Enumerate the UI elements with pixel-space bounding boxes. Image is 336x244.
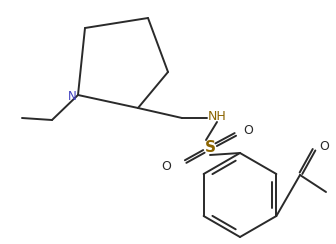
Text: O: O xyxy=(161,161,171,173)
Text: NH: NH xyxy=(208,111,227,123)
Text: O: O xyxy=(243,123,253,136)
Text: O: O xyxy=(319,140,329,152)
Text: N: N xyxy=(68,90,76,102)
Text: S: S xyxy=(205,141,215,155)
